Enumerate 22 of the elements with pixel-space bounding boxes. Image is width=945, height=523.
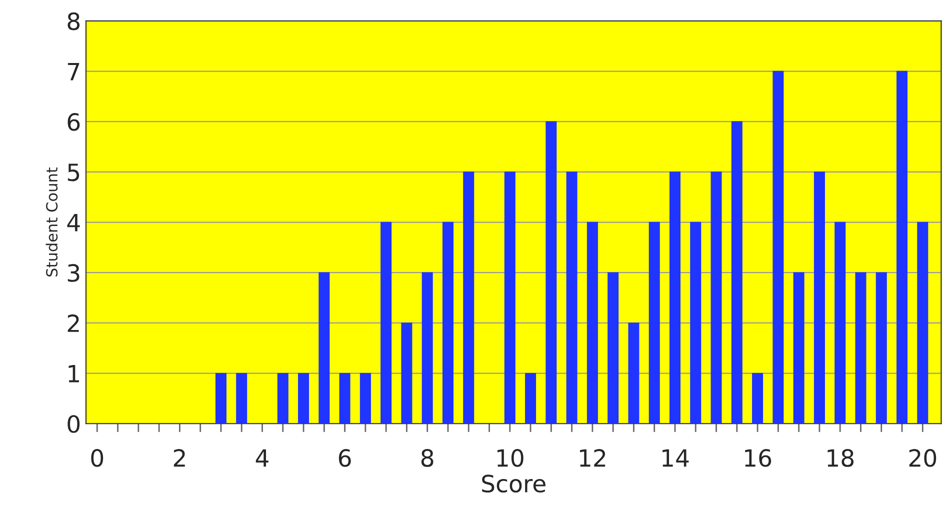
x-tick-label: 18 [828,449,854,467]
y-tick-label: 5 [68,164,80,182]
y-tick-label: 6 [68,113,80,131]
y-tick-label: 8 [68,12,80,30]
y-tick-label: 7 [68,63,80,80]
x-tick-label: 8 [421,449,434,467]
y-tick-label: 3 [68,264,80,282]
x-tick-label: 16 [745,449,772,467]
y-tick-label: 2 [68,314,79,332]
y-tick-label: 1 [68,365,79,382]
y-axis-title: Student Count [46,167,58,276]
y-tick-label: 4 [67,214,80,232]
x-tick-label: 20 [909,449,936,467]
x-tick-label: 2 [174,449,185,467]
x-tick-label: 6 [338,449,351,467]
x-tick-label: 0 [91,449,104,467]
x-tick-label: 14 [662,449,689,467]
x-tick-label: 12 [580,449,606,467]
x-tick-label: 10 [497,449,524,467]
x-axis-title: Score [482,474,546,493]
x-tick-label: 4 [256,449,268,467]
y-tick-label: 0 [68,415,80,433]
